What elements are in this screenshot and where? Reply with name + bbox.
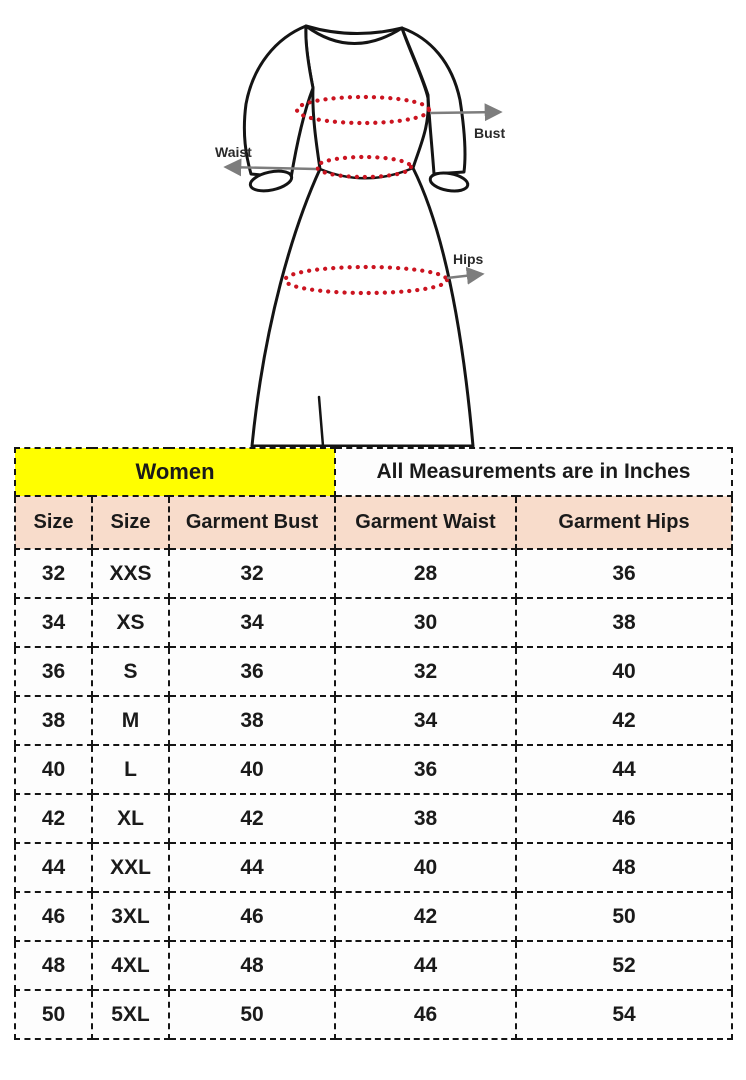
- size-cell: 36: [168, 646, 336, 697]
- size-table: Women All Measurements are in Inches Siz…: [14, 447, 733, 1040]
- left-cuff: [248, 169, 294, 193]
- size-cell: 44: [515, 744, 733, 795]
- size-cell: 40: [515, 646, 733, 697]
- size-cell: 50: [14, 989, 93, 1040]
- size-cell: 44: [334, 940, 517, 991]
- size-cell: 48: [515, 842, 733, 893]
- size-cell: 4XL: [91, 940, 170, 991]
- size-cell: L: [91, 744, 170, 795]
- size-cell: 38: [168, 695, 336, 746]
- size-cell: 40: [334, 842, 517, 893]
- size-cell: 46: [334, 989, 517, 1040]
- size-table-body: 32 XXS 32 28 36 34 XS 34 30 38 36 S 36 32 40 38 M 38 34 42 4…: [14, 548, 733, 1040]
- column-header: Size: [91, 495, 170, 550]
- size-cell: 36: [334, 744, 517, 795]
- hips-measure-ellipse: [282, 264, 450, 296]
- size-cell: M: [91, 695, 170, 746]
- size-cell: 42: [334, 891, 517, 942]
- size-cell: 36: [14, 646, 93, 697]
- bust-arrow: [429, 103, 503, 122]
- table-row: 50 5XL 50 46 54: [14, 989, 733, 1040]
- waist-arrow: [223, 158, 317, 177]
- dress-diagram-svg: Bust Waist Hips: [215, 24, 505, 447]
- size-cell: XXS: [91, 548, 170, 599]
- size-cell: 34: [334, 695, 517, 746]
- size-cell: 34: [168, 597, 336, 648]
- left-sleeve: [242, 24, 315, 180]
- size-cell: 46: [168, 891, 336, 942]
- size-cell: 42: [168, 793, 336, 844]
- women-header: Women: [14, 447, 336, 497]
- table-row: 36 S 36 32 40: [14, 646, 733, 697]
- size-cell: 38: [334, 793, 517, 844]
- size-cell: 50: [515, 891, 733, 942]
- size-cell: 3XL: [91, 891, 170, 942]
- size-cell: 50: [168, 989, 336, 1040]
- waist-measure-ellipse: [314, 154, 414, 180]
- size-cell: 5XL: [91, 989, 170, 1040]
- size-cell: 42: [14, 793, 93, 844]
- size-cell: XL: [91, 793, 170, 844]
- size-cell: 44: [168, 842, 336, 893]
- table-row: 32 XXS 32 28 36: [14, 548, 733, 599]
- table-row: 48 4XL 48 44 52: [14, 940, 733, 991]
- skirt-slit-line: [317, 395, 325, 447]
- size-cell: 48: [14, 940, 93, 991]
- column-header: Garment Waist: [334, 495, 517, 550]
- size-cell: XS: [91, 597, 170, 648]
- size-cell: 36: [515, 548, 733, 599]
- hips-label: Hips: [453, 251, 484, 267]
- units-header: All Measurements are in Inches: [334, 447, 733, 497]
- size-cell: 46: [515, 793, 733, 844]
- size-cell: 32: [334, 646, 517, 697]
- column-header: Size: [14, 495, 93, 550]
- size-cell: 38: [14, 695, 93, 746]
- size-cell: 38: [515, 597, 733, 648]
- size-cell: 52: [515, 940, 733, 991]
- size-cell: 54: [515, 989, 733, 1040]
- column-header: Garment Bust: [168, 495, 336, 550]
- bust-measure-ellipse: [294, 94, 432, 126]
- hips-arrow: [446, 266, 485, 285]
- table-row: 46 3XL 46 42 50: [14, 891, 733, 942]
- waist-label: Waist: [215, 144, 252, 160]
- size-cell: XXL: [91, 842, 170, 893]
- size-cell: 32: [14, 548, 93, 599]
- table-row: 38 M 38 34 42: [14, 695, 733, 746]
- bust-label: Bust: [474, 125, 505, 141]
- size-cell: 44: [14, 842, 93, 893]
- right-sleeve: [400, 26, 467, 176]
- table-row: 42 XL 42 38 46: [14, 793, 733, 844]
- group-header-row: Women All Measurements are in Inches: [14, 447, 733, 497]
- size-cell: 40: [168, 744, 336, 795]
- size-cell: 46: [14, 891, 93, 942]
- dress-measurement-diagram: Bust Waist Hips: [0, 0, 746, 447]
- size-cell: 42: [515, 695, 733, 746]
- column-header: Garment Hips: [515, 495, 733, 550]
- column-header-row: Size Size Garment Bust Garment Waist Garment…: [14, 495, 733, 550]
- neckline-curve: [304, 24, 404, 35]
- right-cuff: [428, 171, 470, 193]
- table-row: 44 XXL 44 40 48: [14, 842, 733, 893]
- size-cell: 32: [168, 548, 336, 599]
- table-row: 40 L 40 36 44: [14, 744, 733, 795]
- size-cell: 28: [334, 548, 517, 599]
- size-cell: S: [91, 646, 170, 697]
- size-cell: 34: [14, 597, 93, 648]
- size-cell: 30: [334, 597, 517, 648]
- size-cell: 48: [168, 940, 336, 991]
- table-row: 34 XS 34 30 38: [14, 597, 733, 648]
- size-cell: 40: [14, 744, 93, 795]
